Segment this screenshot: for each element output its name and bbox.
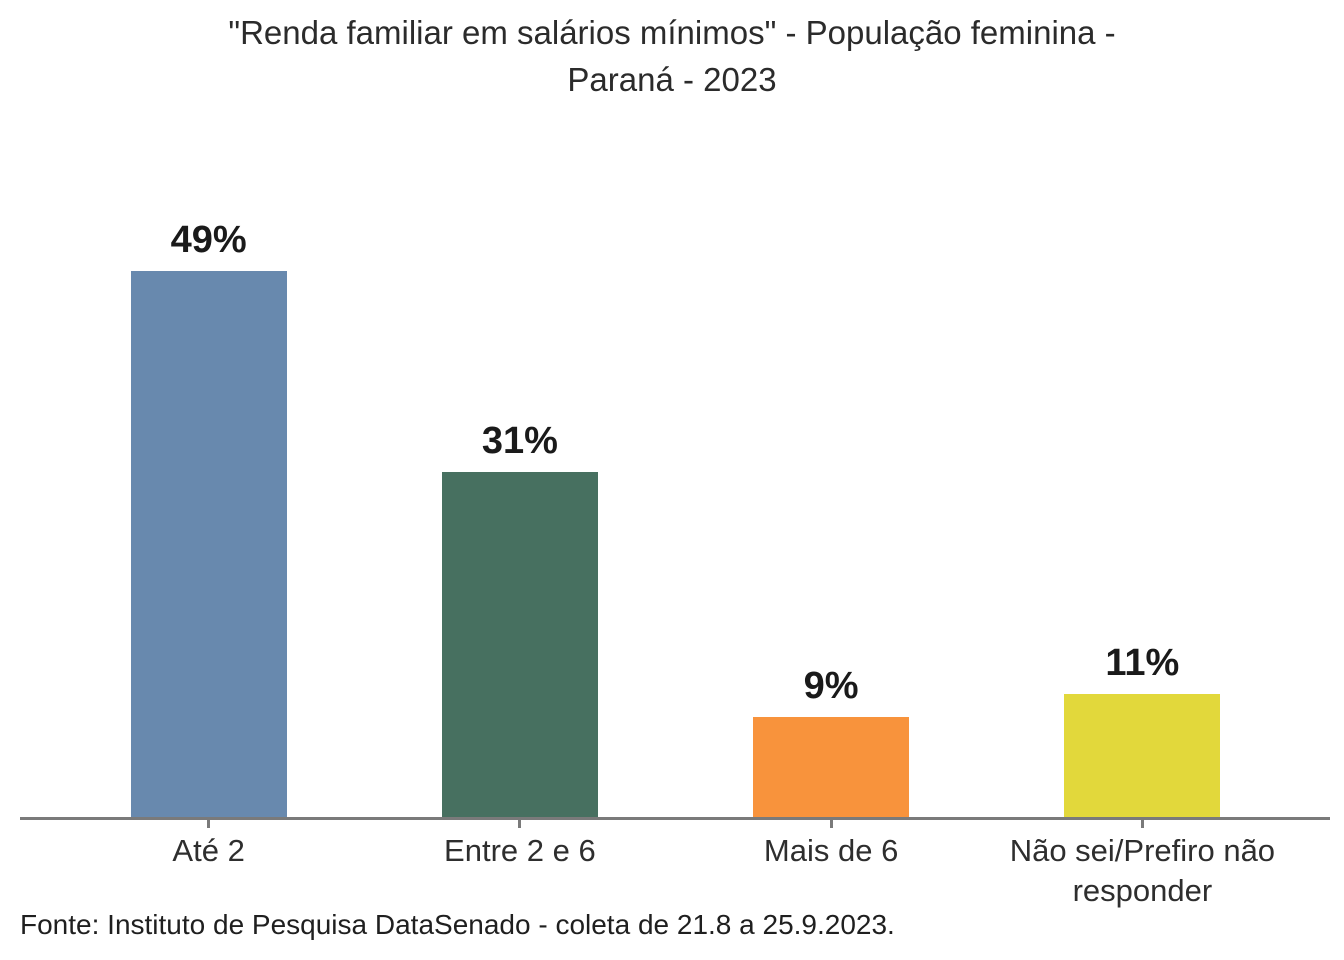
- bar-value-label: 31%: [481, 420, 558, 462]
- tick-slot: [676, 820, 987, 828]
- bar-value-label: 49%: [170, 219, 247, 261]
- category-label: Mais de 6: [763, 833, 899, 868]
- bar-column: 31%: [364, 0, 675, 817]
- plot-area: 49% 31% 9% 11%: [53, 0, 1298, 817]
- x-axis-labels: Até 2 Entre 2 e 6 Mais de 6 Não sei/Prefiro…: [53, 831, 1298, 912]
- category-label: Entre 2 e 6: [444, 833, 596, 868]
- tick-slot: [987, 820, 1298, 828]
- tick-slot: [53, 820, 364, 828]
- category-label: Não sei/Prefiro não responder: [1009, 833, 1276, 909]
- axis-tick: [518, 820, 522, 828]
- bar-column: 11%: [987, 0, 1298, 817]
- source-note: Fonte: Instituto de Pesquisa DataSenado …: [20, 909, 895, 940]
- tick-slot: [364, 820, 675, 828]
- x-axis-ticks: [53, 820, 1298, 828]
- chart-title: "Renda familiar em salários mínimos" - P…: [0, 10, 1344, 104]
- chart-title-line2: Paraná - 2023: [567, 60, 777, 98]
- bar-value-label: 11%: [1105, 642, 1180, 684]
- x-axis-line: [20, 817, 1330, 820]
- bar-column: 49%: [53, 0, 364, 817]
- bar-value-label: 9%: [803, 665, 859, 707]
- axis-tick: [207, 820, 211, 828]
- bar: [130, 271, 287, 817]
- axis-tick: [829, 820, 833, 828]
- bar: [1064, 694, 1221, 817]
- bar: [753, 717, 910, 817]
- chart-title-line1: "Renda familiar em salários mínimos" - P…: [228, 14, 1116, 51]
- category-label: Até 2: [172, 833, 245, 868]
- axis-tick: [1140, 820, 1144, 828]
- bar: [441, 472, 598, 817]
- bar-column: 9%: [676, 0, 987, 817]
